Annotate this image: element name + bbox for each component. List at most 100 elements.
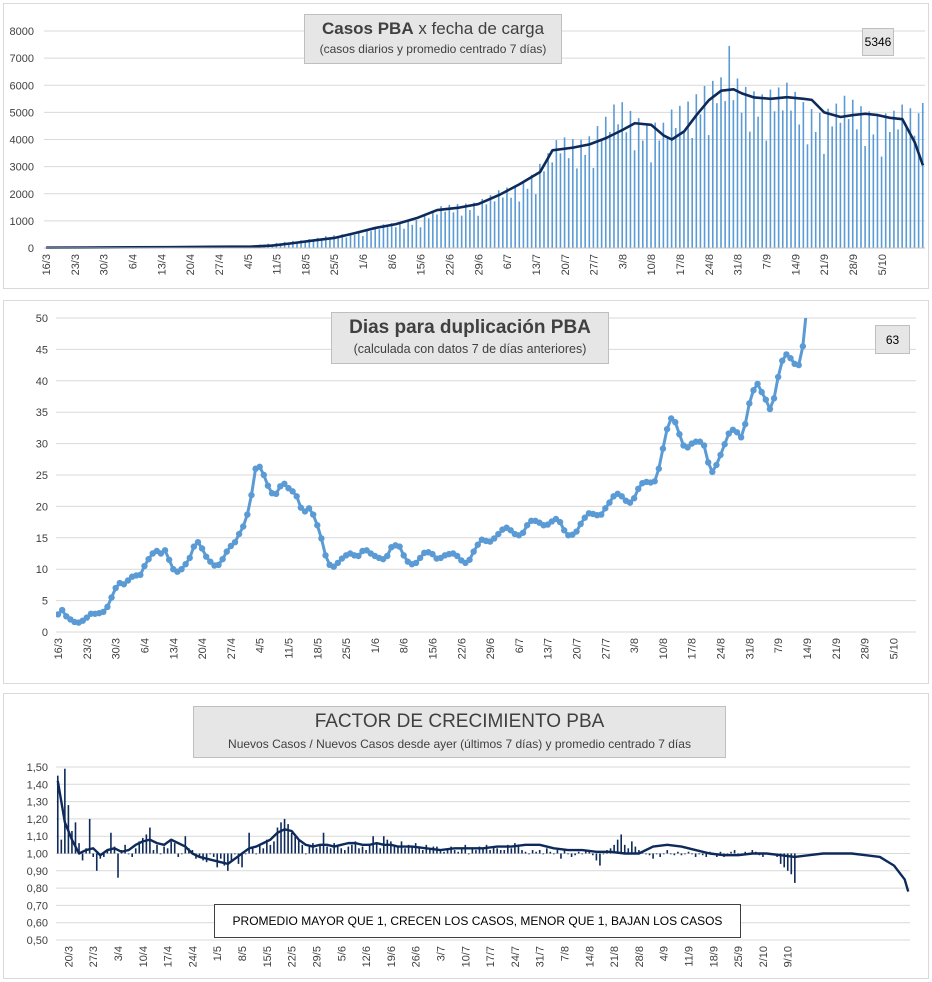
daily-factor-bar xyxy=(336,844,339,854)
daily-factor-bar xyxy=(258,844,261,854)
daily-factor-bar xyxy=(60,839,63,854)
x-tick-label: 14/9 xyxy=(802,638,814,659)
daily-factor-bar xyxy=(652,853,654,859)
y-tick-label: 1,00 xyxy=(27,849,48,861)
daily-factor-bar xyxy=(535,851,537,854)
daily-case-bar xyxy=(921,102,924,248)
daily-case-bar xyxy=(897,129,899,248)
doubling-days-point xyxy=(573,528,580,535)
daily-case-bar xyxy=(502,197,504,248)
daily-factor-bar xyxy=(482,848,484,854)
daily-factor-bar xyxy=(145,834,148,854)
x-tick-label: 6/4 xyxy=(139,638,151,653)
daily-case-bar xyxy=(320,238,323,248)
cases-last-value-box: 5346 xyxy=(862,28,894,56)
x-tick-label: 6/7 xyxy=(514,638,526,653)
daily-factor-bar xyxy=(783,853,786,868)
daily-case-bar xyxy=(559,153,562,248)
doubling-days-point xyxy=(215,561,222,569)
daily-case-bar xyxy=(588,136,591,248)
doubling-days-point xyxy=(384,552,391,560)
daily-factor-bar xyxy=(110,832,112,854)
daily-factor-bar xyxy=(680,853,683,856)
doubling-days-point xyxy=(696,438,704,445)
daily-case-bar xyxy=(464,203,467,248)
doubling-days-point xyxy=(713,461,720,469)
y-tick-label: 5000 xyxy=(10,107,34,119)
x-tick-label: 16/3 xyxy=(41,254,53,275)
y-tick-label: 2000 xyxy=(10,189,34,201)
doubling-days-point xyxy=(507,527,514,534)
y-tick-label: 35 xyxy=(36,407,48,419)
x-tick-label: 21/8 xyxy=(609,946,621,967)
doubling-days-point xyxy=(161,547,169,554)
daily-factor-bar xyxy=(173,843,176,854)
y-tick-label: 50 xyxy=(36,313,48,325)
doubling-last-value-box: 63 xyxy=(875,325,910,354)
doubling-days-point xyxy=(293,493,300,500)
doubling-days-point xyxy=(112,584,119,592)
daily-case-bar xyxy=(691,137,693,248)
daily-factor-bar xyxy=(124,844,126,854)
doubling-days-point xyxy=(244,511,251,518)
daily-factor-bar xyxy=(411,846,413,854)
x-tick-label: 17/4 xyxy=(163,946,175,967)
doubling-days-point xyxy=(474,541,481,548)
doubling-days-point xyxy=(705,459,712,466)
x-tick-label: 17/8 xyxy=(687,638,699,659)
daily-case-bar xyxy=(390,223,393,248)
daily-case-bar xyxy=(341,234,344,248)
daily-case-bar xyxy=(650,162,652,248)
daily-factor-bar xyxy=(733,850,736,854)
daily-factor-bar xyxy=(170,841,172,854)
daily-factor-bar xyxy=(103,853,105,857)
daily-factor-bar xyxy=(443,851,445,854)
doubling-days-point xyxy=(260,471,267,479)
doubling-days-point xyxy=(289,488,296,495)
daily-case-bar xyxy=(448,204,451,248)
doubling-days-point xyxy=(272,490,280,498)
doubling-days-point xyxy=(355,552,362,560)
factor-average-line xyxy=(56,780,910,892)
x-tick-label: 13/7 xyxy=(543,638,555,659)
doubling-days-point xyxy=(659,445,667,452)
doubling-days-point xyxy=(231,538,239,546)
daily-case-bar xyxy=(810,109,813,248)
daily-factor-bar xyxy=(92,853,95,857)
daily-case-bar xyxy=(534,194,537,248)
growth-factor-panel: 0,50 0,60 0,70 0,80 0,90 1,00 1,10 1,20 1,30 1,40… xyxy=(3,693,929,979)
doubling-days-point xyxy=(709,468,716,476)
doubling-days-point xyxy=(783,351,790,358)
daily-factor-bar xyxy=(514,843,516,854)
y-tick-label: 6000 xyxy=(10,80,34,92)
daily-factor-bar xyxy=(347,846,350,854)
daily-factor-bar xyxy=(287,824,289,854)
daily-case-bar xyxy=(880,156,883,248)
daily-factor-bar xyxy=(574,853,576,856)
daily-case-bar xyxy=(551,162,554,248)
doubling-days-point xyxy=(256,463,263,471)
daily-case-bar xyxy=(382,224,385,248)
daily-case-bar xyxy=(716,103,718,248)
doubling-chart-title: Dias para duplicación PBA xyxy=(349,317,591,338)
y-tick-label: 45 xyxy=(36,344,48,356)
daily-factor-bar xyxy=(450,846,452,854)
x-tick-label: 5/10 xyxy=(877,254,889,275)
daily-case-bar xyxy=(374,227,377,248)
daily-factor-bar xyxy=(262,848,265,854)
x-tick-label: 8/6 xyxy=(387,254,399,269)
doubling-days-point xyxy=(519,529,527,536)
daily-factor-bar xyxy=(542,853,545,855)
x-tick-label: 22/6 xyxy=(456,638,468,659)
doubling-days-point xyxy=(766,405,774,413)
x-tick-label: 27/7 xyxy=(600,638,612,659)
doubling-days-point xyxy=(227,542,235,550)
daily-factor-bar xyxy=(627,848,630,854)
daily-case-bar xyxy=(814,131,817,248)
x-tick-label: 13/4 xyxy=(168,638,180,659)
daily-case-bar xyxy=(732,100,735,249)
daily-factor-bar xyxy=(786,853,789,871)
doubling-days-point xyxy=(165,556,173,563)
daily-factor-bar xyxy=(673,853,676,856)
daily-case-bar xyxy=(584,154,586,248)
